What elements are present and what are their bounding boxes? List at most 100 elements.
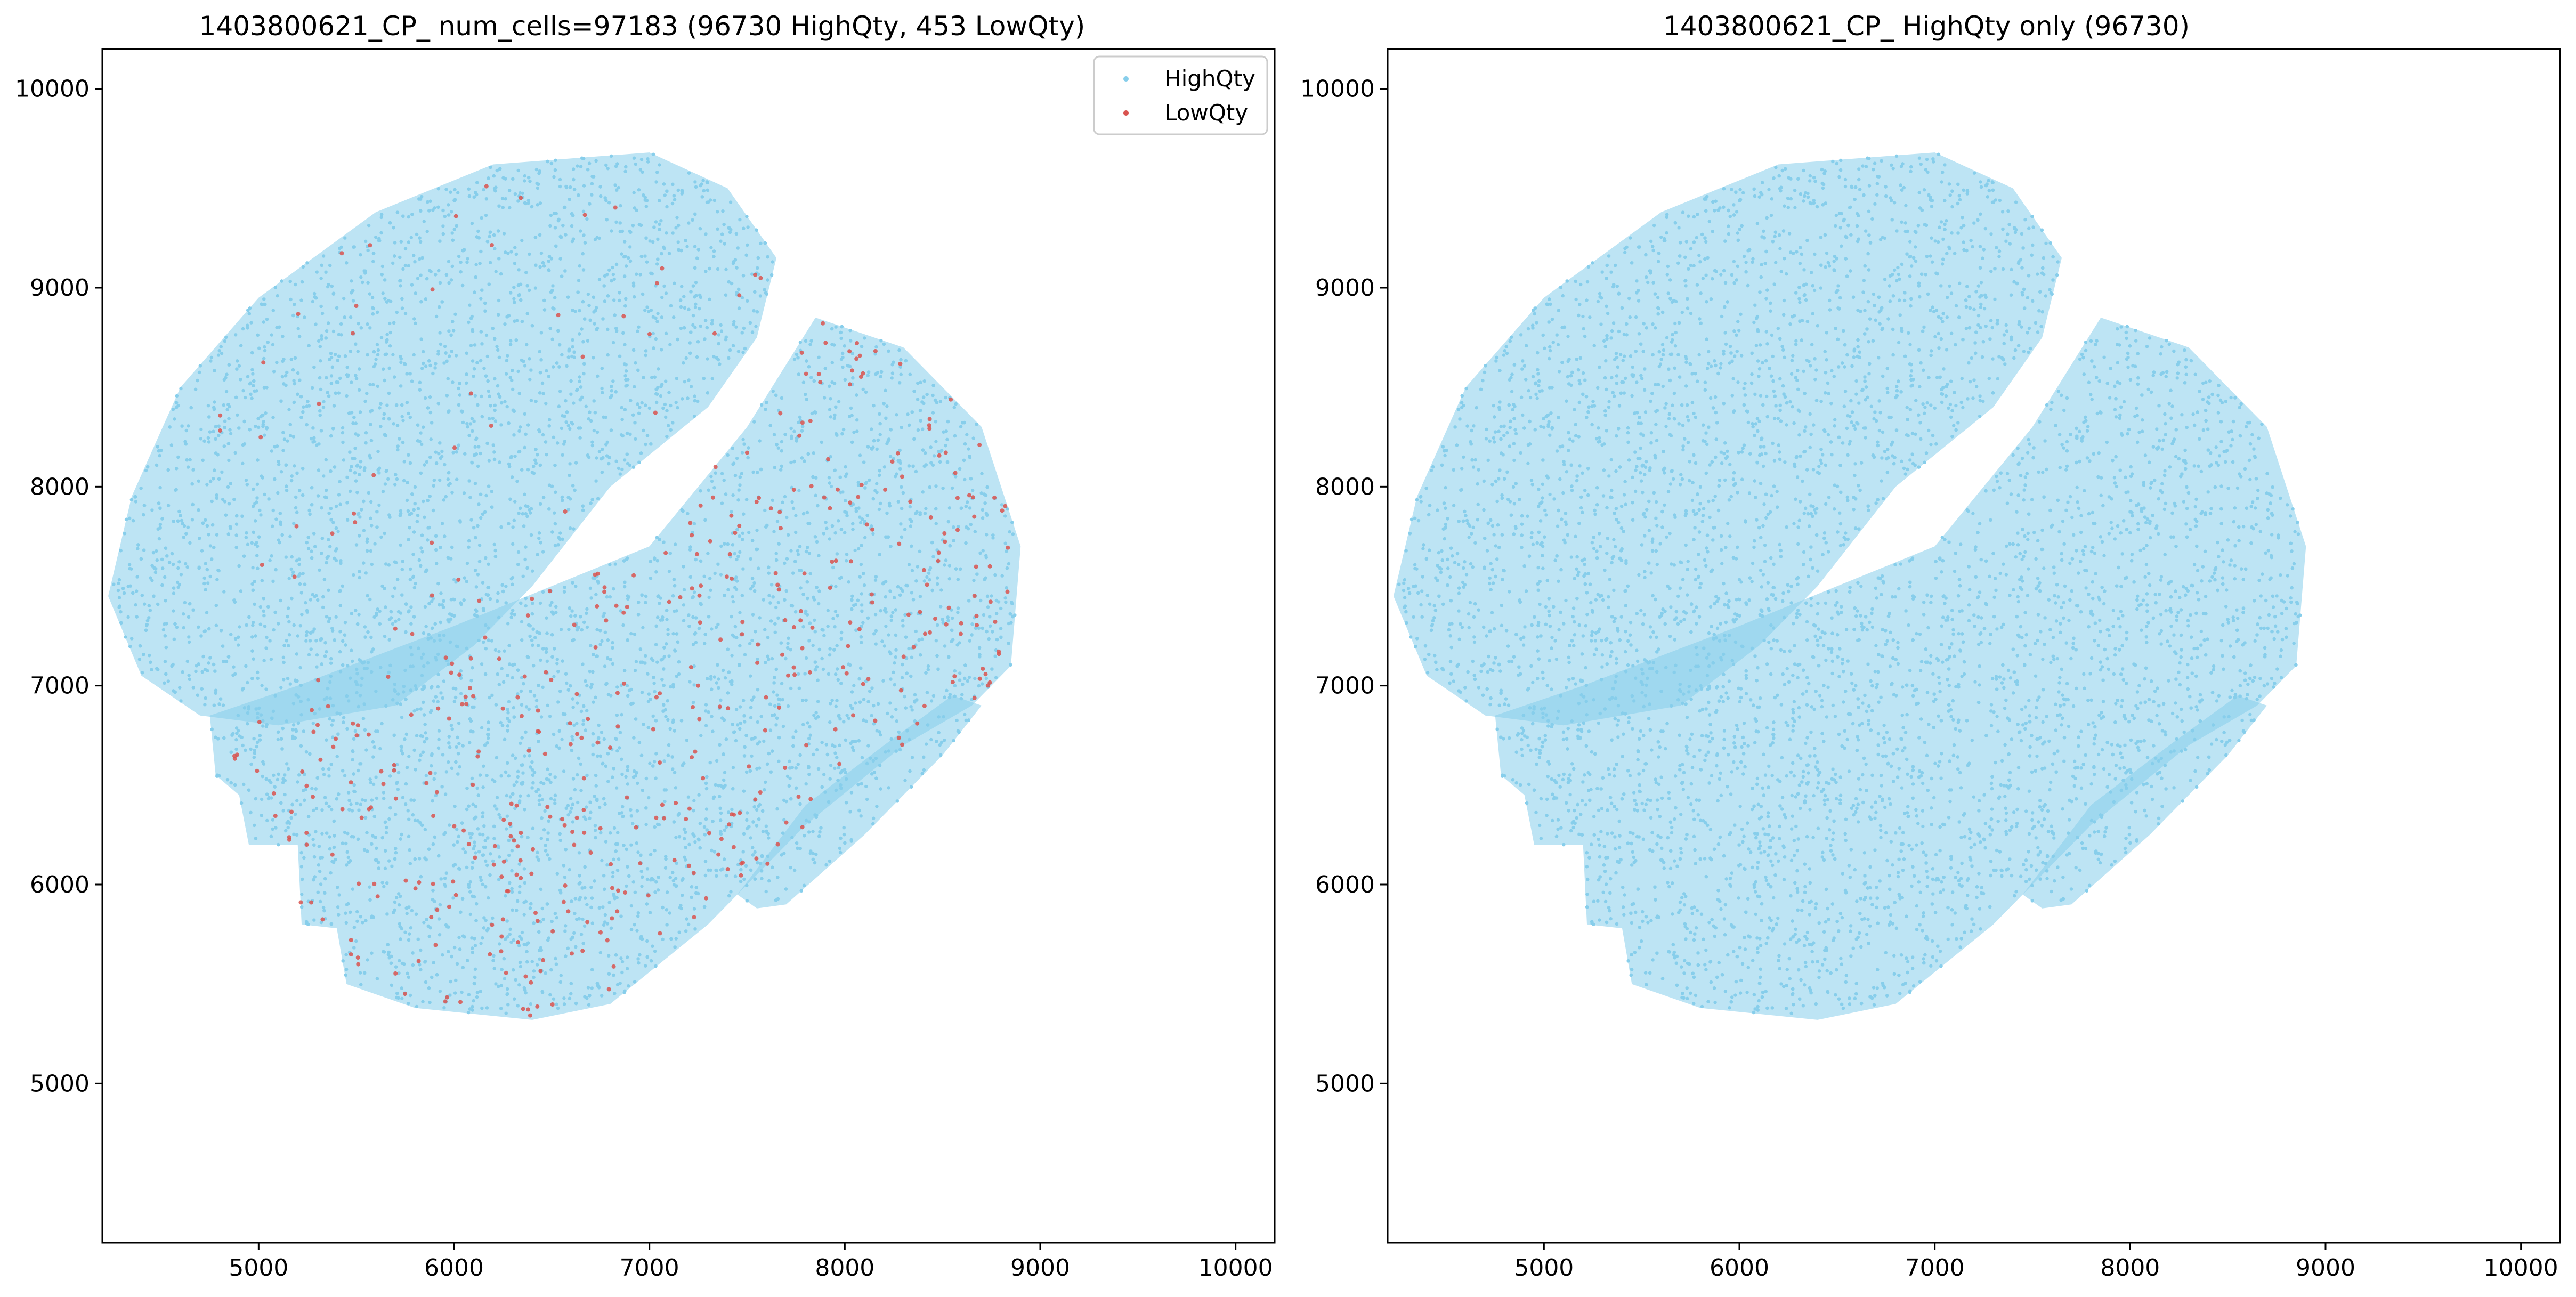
highqty-point <box>884 625 887 628</box>
highqty-point <box>832 343 836 346</box>
highqty-point <box>704 232 707 236</box>
highqty-point <box>588 817 591 820</box>
highqty-point <box>786 775 789 778</box>
highqty-point <box>253 824 256 827</box>
highqty-point <box>654 752 658 755</box>
highqty-point <box>412 749 416 752</box>
highqty-point <box>550 601 553 604</box>
highqty-point <box>503 322 506 326</box>
highqty-point <box>167 504 170 507</box>
highqty-point <box>511 576 514 579</box>
highqty-point <box>641 626 644 629</box>
highqty-point <box>692 683 695 686</box>
highqty-point <box>188 641 191 644</box>
highqty-point <box>590 193 593 197</box>
highqty-point <box>619 956 622 960</box>
highqty-point <box>863 583 866 587</box>
highqty-point <box>163 575 166 579</box>
highqty-point <box>138 658 141 661</box>
highqty-point <box>351 660 354 663</box>
highqty-point <box>636 782 639 785</box>
highqty-point <box>409 568 412 571</box>
highqty-point <box>374 358 377 361</box>
highqty-point <box>412 254 415 257</box>
highqty-point <box>746 225 749 229</box>
highqty-point <box>731 595 734 598</box>
highqty-point <box>283 793 286 796</box>
highqty-point <box>1011 532 1015 536</box>
highqty-point <box>808 343 812 346</box>
highqty-point <box>312 436 315 440</box>
highqty-point <box>256 712 259 715</box>
highqty-point <box>751 846 754 849</box>
highqty-point <box>937 715 941 718</box>
highqty-point <box>853 549 856 552</box>
highqty-point <box>973 677 976 680</box>
highqty-point <box>372 365 376 368</box>
highqty-point <box>801 723 805 726</box>
highqty-point <box>391 595 394 598</box>
highqty-point <box>965 719 968 722</box>
highqty-point <box>577 279 580 282</box>
highqty-point <box>500 667 504 670</box>
highqty-point <box>812 644 815 647</box>
highqty-point <box>750 639 754 642</box>
highqty-point <box>472 706 475 709</box>
highqty-point <box>299 803 302 806</box>
highqty-point <box>523 364 526 367</box>
highqty-point <box>403 669 407 672</box>
highqty-point <box>872 759 875 763</box>
highqty-point <box>580 933 583 936</box>
highqty-point <box>424 364 427 368</box>
highqty-point <box>675 675 678 678</box>
highqty-point <box>366 322 369 326</box>
highqty-point <box>546 767 549 771</box>
highqty-point <box>852 431 855 434</box>
highqty-point <box>556 700 560 703</box>
highqty-point <box>263 349 266 352</box>
highqty-point <box>749 675 752 678</box>
highqty-point <box>324 271 327 274</box>
highqty-point <box>331 521 335 524</box>
highqty-point <box>891 371 894 375</box>
highqty-point <box>176 456 180 459</box>
highqty-point <box>792 430 796 433</box>
highqty-point <box>210 557 213 561</box>
highqty-point <box>263 434 266 437</box>
highqty-point <box>350 279 353 282</box>
highqty-point <box>350 648 353 652</box>
highqty-point <box>382 791 385 794</box>
highqty-point <box>752 581 756 585</box>
highqty-point <box>567 355 570 359</box>
highqty-point <box>986 605 990 609</box>
highqty-point <box>667 654 670 658</box>
highqty-point <box>281 449 285 452</box>
highqty-point <box>415 1005 418 1008</box>
highqty-point <box>643 254 646 257</box>
highqty-point <box>540 252 543 255</box>
highqty-point <box>382 291 385 295</box>
highqty-point <box>745 818 748 822</box>
highqty-point <box>654 220 658 223</box>
highqty-point <box>607 954 610 958</box>
highqty-point <box>378 747 382 750</box>
highqty-point <box>784 887 788 890</box>
highqty-point <box>910 591 913 594</box>
highqty-point <box>439 691 442 694</box>
highqty-point <box>223 378 226 382</box>
highqty-point <box>817 554 820 557</box>
highqty-point <box>327 538 330 541</box>
highqty-point <box>278 541 281 544</box>
highqty-point <box>256 483 259 486</box>
highqty-point <box>442 1006 445 1009</box>
highqty-point <box>833 751 837 755</box>
highqty-point <box>592 701 595 704</box>
highqty-point <box>420 550 424 553</box>
highqty-point <box>719 240 722 243</box>
highqty-point <box>463 935 466 938</box>
highqty-point <box>931 411 935 414</box>
highqty-point <box>419 949 422 952</box>
highqty-point <box>600 731 603 734</box>
highqty-point <box>154 571 157 574</box>
highqty-point <box>329 675 333 678</box>
